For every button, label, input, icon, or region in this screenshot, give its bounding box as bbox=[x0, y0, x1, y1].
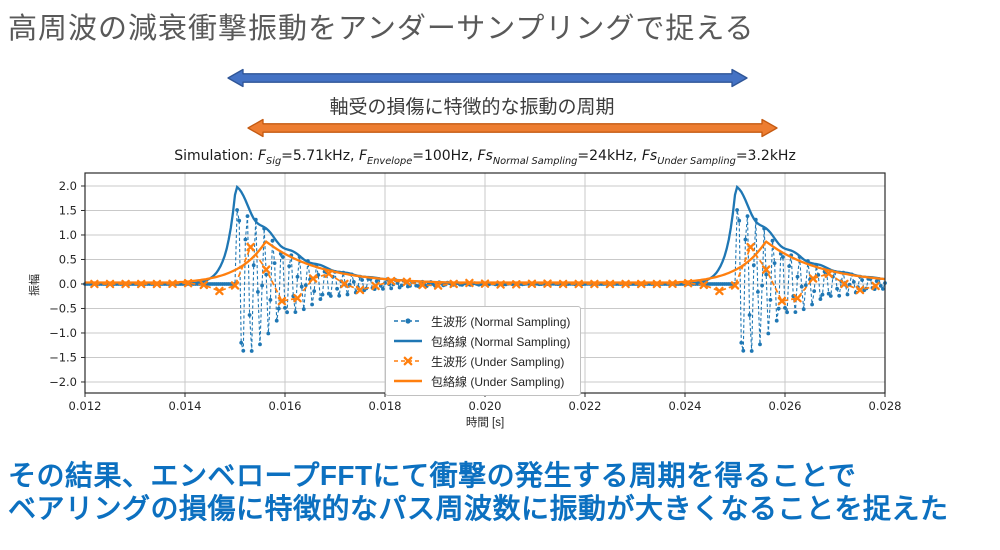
normal-sampling-period-arrow bbox=[227, 68, 748, 88]
svg-text:−0.5: −0.5 bbox=[49, 301, 77, 315]
legend-item: 包絡線 (Normal Sampling) bbox=[393, 331, 570, 351]
legend-label: 生波形 (Under Sampling) bbox=[431, 354, 565, 369]
svg-text:0.028: 0.028 bbox=[869, 399, 902, 413]
svg-text:1.0: 1.0 bbox=[59, 228, 77, 242]
y-axis-label: 振幅 bbox=[29, 274, 41, 296]
svg-text:0.026: 0.026 bbox=[769, 399, 802, 413]
plot-svg: 0.012 0.014 0.016 0.018 0.020 0.022 0.024 0.026… bbox=[49, 172, 902, 413]
legend-item: 包絡線 (Under Sampling) bbox=[393, 371, 570, 391]
slide-title: 高周波の減衰衝撃振動をアンダーサンプリングで捉える bbox=[8, 13, 755, 45]
svg-text:2.0: 2.0 bbox=[59, 179, 77, 193]
svg-text:−1.5: −1.5 bbox=[49, 350, 77, 364]
svg-text:1.5: 1.5 bbox=[59, 203, 77, 217]
svg-text:0.0: 0.0 bbox=[59, 277, 77, 291]
legend-item: 生波形 (Under Sampling) bbox=[393, 351, 570, 371]
svg-text:0.020: 0.020 bbox=[469, 399, 502, 413]
conclusion-line-1: その結果、エンベロープFFTにて衝撃の発生する周期を得ることで bbox=[8, 460, 857, 491]
period-arrows bbox=[227, 68, 778, 138]
legend: 生波形 (Normal Sampling) 包絡線 (Normal Samplin… bbox=[385, 306, 582, 396]
conclusion-line-2: ベアリングの損傷に特徴的なパス周波数に振動が大きくなることを捉えた bbox=[8, 493, 949, 525]
svg-text:−2.0: −2.0 bbox=[49, 375, 77, 389]
legend-line-sample bbox=[394, 379, 422, 383]
svg-text:−1.0: −1.0 bbox=[49, 326, 77, 340]
svg-text:0.024: 0.024 bbox=[669, 399, 702, 413]
under-sampling-period-arrow bbox=[247, 118, 778, 138]
series-env-under bbox=[85, 240, 886, 284]
svg-text:0.018: 0.018 bbox=[369, 399, 402, 413]
svg-text:0.014: 0.014 bbox=[169, 399, 202, 413]
legend-item: 生波形 (Normal Sampling) bbox=[393, 311, 570, 331]
legend-line-sample bbox=[394, 356, 422, 366]
conclusion-text: その結果、エンベロープFFTにて衝撃の発生する周期を得ることで ベアリングの損傷… bbox=[8, 459, 998, 525]
period-label: 軸受の損傷に特徴的な振動の周期 bbox=[329, 97, 615, 118]
svg-text:0.012: 0.012 bbox=[69, 399, 102, 413]
x-axis-ticks: 0.012 0.014 0.016 0.018 0.020 0.022 0.024 0.026… bbox=[69, 393, 902, 413]
legend-label: 生波形 (Normal Sampling) bbox=[431, 314, 571, 329]
legend-line-sample bbox=[394, 339, 422, 343]
svg-text:0.016: 0.016 bbox=[269, 399, 302, 413]
chart-title: Simulation: FSig=5.71kHz, FEnvelope=100H… bbox=[174, 148, 796, 167]
legend-label: 包絡線 (Normal Sampling) bbox=[431, 334, 571, 349]
x-axis-label: 時間 [s] bbox=[465, 417, 505, 429]
legend-label: 包絡線 (Under Sampling) bbox=[431, 374, 565, 389]
svg-text:0.022: 0.022 bbox=[569, 399, 602, 413]
legend-line-sample bbox=[394, 318, 422, 324]
y-axis-ticks: 2.0 1.5 1.0 0.5 0.0 −0.5 −1.0 −1.5 −2.0 bbox=[49, 179, 85, 389]
svg-text:0.5: 0.5 bbox=[59, 252, 77, 266]
